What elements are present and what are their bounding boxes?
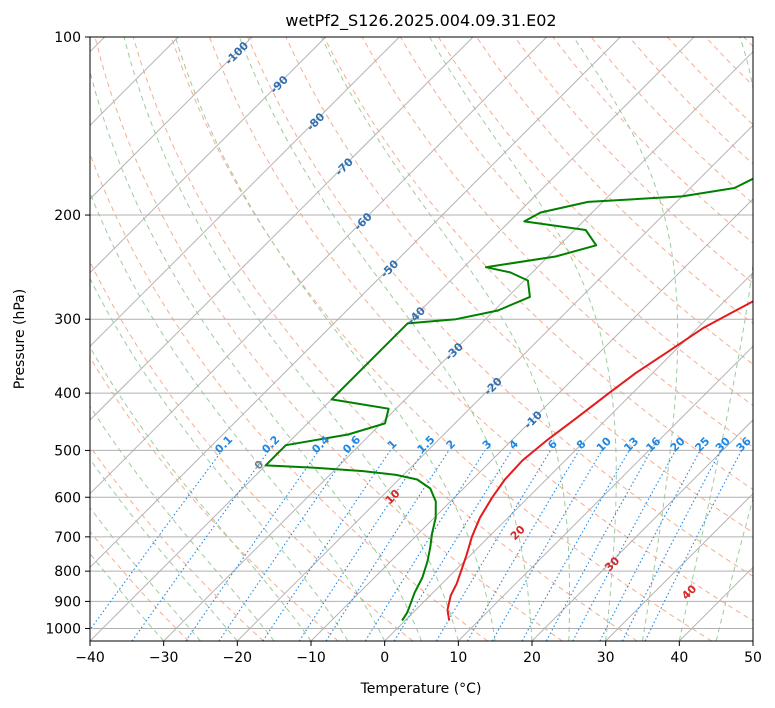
moist-adiabat-line [90, 277, 349, 641]
dry-adiabat-line [94, 37, 563, 641]
x-tick-label: −40 [75, 650, 105, 666]
isotherm-line [605, 492, 753, 641]
y-tick-label: 900 [54, 594, 81, 610]
temperature-profile-line [446, 300, 753, 621]
mixing-ratio-line [90, 450, 223, 631]
x-tick-label: 50 [744, 650, 762, 666]
y-tick-label: 400 [54, 386, 81, 402]
x-tick-label: 10 [449, 650, 467, 666]
mixing-ratio-line [621, 450, 722, 641]
dry-adiabat-line [90, 152, 488, 641]
moist-adiabat-line [174, 37, 496, 641]
isotherm-line [90, 37, 474, 421]
mixing-ratio-line [262, 450, 391, 641]
x-tick-label: −30 [149, 650, 179, 666]
isotherm-line [90, 37, 327, 274]
y-tick-label: 200 [54, 208, 81, 224]
isotherm-line [531, 419, 753, 641]
y-tick-label: 600 [54, 490, 81, 506]
y-tick-label: 700 [54, 530, 81, 546]
moist-adiabat-line [123, 37, 459, 641]
dry-adiabat-line [209, 37, 753, 622]
moist-adiabat-line [238, 37, 533, 641]
moist-adiabat-line [429, 37, 617, 641]
dry-adiabat-line [170, 37, 712, 641]
moist-adiabat-line [90, 552, 165, 641]
isotherm-line [457, 345, 753, 641]
isotherm-line [90, 37, 253, 200]
dry-adiabat-line [514, 37, 753, 284]
dry-adiabat-line [132, 37, 638, 641]
mixing-ratio-line [393, 450, 513, 641]
x-tick-label: 30 [597, 650, 615, 666]
chart-title: wetPf2_S126.2025.004.09.31.E02 [285, 11, 556, 31]
mixing-ratio-line [644, 450, 742, 641]
moist-adiabat-line [90, 405, 275, 641]
y-axis-label: Pressure (hPa) [12, 289, 28, 389]
x-tick-label: −10 [296, 650, 326, 666]
dry-adiabat-line [90, 445, 264, 641]
dry-adiabat-line [90, 530, 190, 641]
x-tick-label: 20 [523, 650, 541, 666]
x-axis-label: Temperature (°C) [360, 681, 482, 697]
isotherm-line [310, 198, 753, 641]
mixing-ratio-line [325, 450, 450, 641]
isotherm-line [90, 37, 548, 495]
y-tick-label: 1000 [45, 621, 81, 637]
y-tick-label: 100 [54, 30, 81, 46]
dry-adiabat-line [247, 37, 753, 577]
isotherm-line [236, 124, 753, 641]
isotherm-line [90, 37, 621, 569]
moist-adiabat-line [90, 346, 312, 641]
mixing-ratio-line [545, 450, 652, 641]
y-tick-label: 800 [54, 564, 81, 580]
moist-adiabat-line [90, 191, 386, 641]
isotherm-line [163, 50, 753, 641]
mixing-ratio-line [131, 450, 270, 641]
moist-adiabat-line [321, 37, 571, 641]
x-tick-label: 40 [670, 650, 688, 666]
moist-adiabat-line [573, 37, 679, 641]
moist-adiabat-line [90, 69, 422, 641]
plot-area [90, 37, 753, 641]
x-tick-label: −20 [223, 650, 253, 666]
y-tick-label: 300 [54, 312, 81, 328]
dewpoint-profile-line [264, 177, 753, 622]
mixing-ratio-line [298, 450, 425, 641]
mixing-ratio-line [572, 450, 676, 641]
y-tick-label: 500 [54, 443, 81, 459]
axis-ticks: −40 −30 −20 −10 0 10 20 30 40 50 100 200 300 400 500 60… [45, 30, 762, 666]
isotherm-line [90, 37, 400, 348]
plot-frame [89, 36, 754, 642]
dry-adiabat-line [90, 356, 339, 641]
moist-adiabat-line [90, 458, 238, 641]
mixing-ratio-line [218, 450, 351, 641]
moist-adiabat-line [90, 506, 201, 641]
mixing-ratio-line [521, 450, 630, 641]
mixing-ratio-line [185, 450, 320, 641]
x-tick-label: 0 [380, 650, 389, 666]
dry-adiabat-line [399, 37, 753, 407]
